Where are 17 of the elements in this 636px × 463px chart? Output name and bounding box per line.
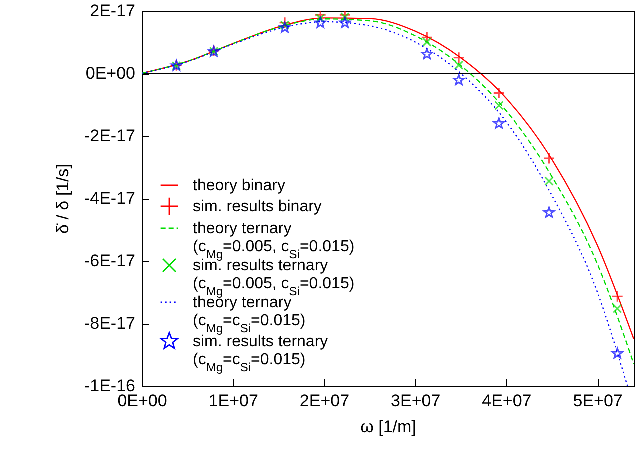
x-tick-label: 3E+07	[391, 392, 441, 410]
legend-label: sim. results ternary (c$_{Mg}$=c$_{Si}$=0.015)	[193, 334, 328, 374]
x-tick-label: 5E+07	[573, 392, 623, 410]
x-tick-label: 1E+07	[208, 392, 258, 410]
x-axis-title: ω [1/m]	[360, 418, 416, 436]
y-tick-label: 2E-17	[90, 2, 136, 20]
y-tick-label: -2E-17	[84, 126, 136, 146]
y-tick-label: 0E+00	[86, 64, 136, 83]
x-tick-label: 2E+07	[300, 392, 350, 410]
x-tick-label: 4E+07	[482, 392, 532, 410]
y-tick-label: -6E-17	[84, 252, 136, 270]
y-tick-label: -8E-17	[84, 314, 136, 333]
legend-label: sim. results binary	[193, 198, 322, 216]
legend-label: theory binary	[193, 178, 286, 194]
legend-label: theory ternary (c$_{Mg}$=c$_{Si}$=0.015)	[193, 294, 306, 336]
y-tick-label: -4E-17	[84, 189, 136, 208]
y-axis-title: δ̇ / δ [1/s]	[53, 164, 72, 234]
